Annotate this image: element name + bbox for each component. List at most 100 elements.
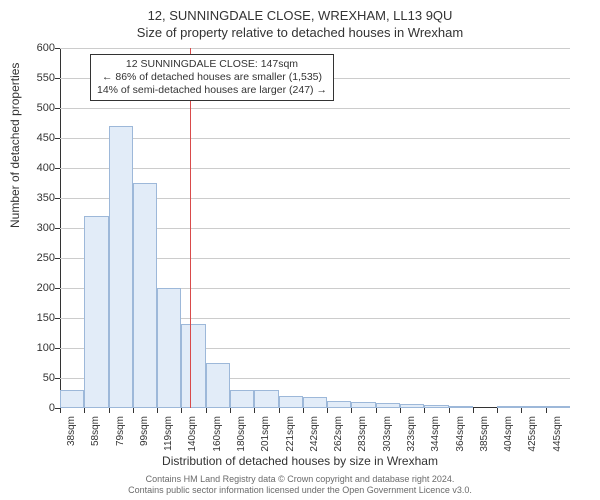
histogram-bar — [449, 406, 473, 408]
histogram-bar — [351, 402, 375, 408]
ytick-mark — [55, 78, 60, 79]
xtick-mark — [181, 408, 182, 413]
footer-line-1: Contains HM Land Registry data © Crown c… — [0, 474, 600, 485]
histogram-bar — [327, 401, 351, 408]
ytick-mark — [55, 168, 60, 169]
xtick-mark — [279, 408, 280, 413]
histogram-bar — [546, 406, 570, 408]
histogram-bar — [497, 406, 521, 408]
ytick-label: 500 — [15, 102, 55, 114]
ytick-label: 250 — [15, 252, 55, 264]
histogram-bar — [109, 126, 133, 408]
xtick-mark — [521, 408, 522, 413]
histogram-bar — [254, 390, 278, 408]
ytick-label: 550 — [15, 72, 55, 84]
ytick-label: 600 — [15, 42, 55, 54]
xtick-label: 323sqm — [406, 416, 417, 456]
ytick-mark — [55, 228, 60, 229]
xtick-mark — [351, 408, 352, 413]
xtick-mark — [400, 408, 401, 413]
xtick-label: 201sqm — [260, 416, 271, 456]
annotation-line-3: 14% of semi-detached houses are larger (… — [97, 84, 327, 97]
histogram-bar — [133, 183, 157, 408]
ytick-mark — [55, 108, 60, 109]
histogram-bar — [400, 404, 424, 408]
xtick-label: 344sqm — [430, 416, 441, 456]
chart-container: 12, SUNNINGDALE CLOSE, WREXHAM, LL13 9QU… — [0, 0, 600, 500]
xtick-mark — [84, 408, 85, 413]
chart-area: 05010015020025030035040045050055060038sq… — [60, 48, 570, 408]
xtick-label: 58sqm — [90, 416, 101, 456]
xtick-mark — [254, 408, 255, 413]
xtick-label: 242sqm — [309, 416, 320, 456]
xtick-label: 180sqm — [236, 416, 247, 456]
xtick-mark — [376, 408, 377, 413]
xtick-label: 79sqm — [115, 416, 126, 456]
histogram-bar — [424, 405, 448, 408]
ytick-label: 0 — [15, 402, 55, 414]
gridline — [60, 138, 570, 139]
ytick-label: 200 — [15, 282, 55, 294]
xtick-label: 140sqm — [187, 416, 198, 456]
gridline — [60, 48, 570, 49]
ytick-mark — [55, 258, 60, 259]
xtick-mark — [157, 408, 158, 413]
xtick-mark — [546, 408, 547, 413]
ytick-label: 450 — [15, 132, 55, 144]
xtick-label: 221sqm — [285, 416, 296, 456]
ytick-label: 50 — [15, 372, 55, 384]
histogram-bar — [60, 390, 84, 408]
xtick-mark — [424, 408, 425, 413]
ytick-mark — [55, 288, 60, 289]
ytick-label: 350 — [15, 192, 55, 204]
annotation-line-1: 12 SUNNINGDALE CLOSE: 147sqm — [97, 58, 327, 71]
xtick-label: 303sqm — [382, 416, 393, 456]
histogram-bar — [279, 396, 303, 408]
xtick-mark — [473, 408, 474, 413]
ytick-mark — [55, 348, 60, 349]
marker-line — [190, 48, 191, 408]
histogram-bar — [521, 406, 545, 408]
xtick-label: 385sqm — [479, 416, 490, 456]
xtick-mark — [133, 408, 134, 413]
page-title: 12, SUNNINGDALE CLOSE, WREXHAM, LL13 9QU — [0, 0, 600, 23]
xtick-label: 425sqm — [527, 416, 538, 456]
xtick-mark — [206, 408, 207, 413]
plot-region: 05010015020025030035040045050055060038sq… — [60, 48, 570, 408]
histogram-bar — [303, 397, 327, 408]
ytick-label: 400 — [15, 162, 55, 174]
xtick-label: 445sqm — [552, 416, 563, 456]
ytick-mark — [55, 138, 60, 139]
footer-attribution: Contains HM Land Registry data © Crown c… — [0, 474, 600, 496]
histogram-bar — [376, 403, 400, 408]
ytick-mark — [55, 48, 60, 49]
histogram-bar — [157, 288, 181, 408]
ytick-mark — [55, 378, 60, 379]
annotation-box: 12 SUNNINGDALE CLOSE: 147sqm← 86% of det… — [90, 54, 334, 101]
xtick-label: 262sqm — [333, 416, 344, 456]
x-axis-label: Distribution of detached houses by size … — [0, 454, 600, 468]
histogram-bar — [84, 216, 108, 408]
xtick-mark — [497, 408, 498, 413]
histogram-bar — [230, 390, 254, 408]
xtick-label: 119sqm — [163, 416, 174, 456]
ytick-label: 150 — [15, 312, 55, 324]
xtick-label: 404sqm — [503, 416, 514, 456]
xtick-mark — [109, 408, 110, 413]
xtick-mark — [327, 408, 328, 413]
xtick-mark — [60, 408, 61, 413]
xtick-label: 160sqm — [212, 416, 223, 456]
xtick-mark — [303, 408, 304, 413]
xtick-mark — [449, 408, 450, 413]
ytick-label: 300 — [15, 222, 55, 234]
ytick-label: 100 — [15, 342, 55, 354]
xtick-mark — [230, 408, 231, 413]
xtick-label: 99sqm — [139, 416, 150, 456]
annotation-line-2: ← 86% of detached houses are smaller (1,… — [97, 71, 327, 84]
page-subtitle: Size of property relative to detached ho… — [0, 23, 600, 40]
ytick-mark — [55, 318, 60, 319]
histogram-bar — [206, 363, 230, 408]
gridline — [60, 168, 570, 169]
footer-line-2: Contains public sector information licen… — [0, 485, 600, 496]
ytick-mark — [55, 198, 60, 199]
